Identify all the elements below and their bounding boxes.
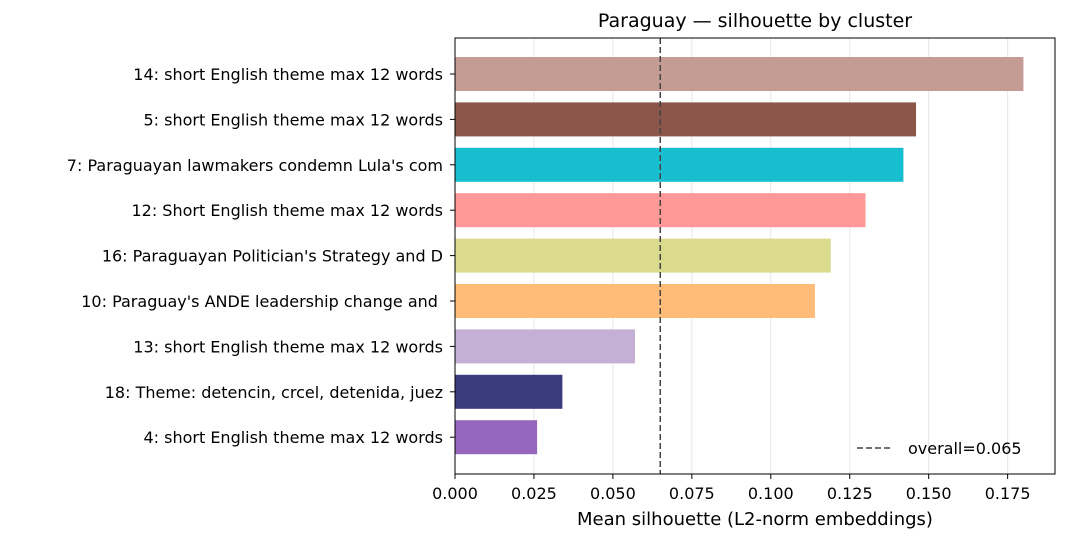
chart-title: Paraguay — silhouette by cluster [598, 10, 912, 32]
bars [455, 57, 1024, 455]
bar [455, 284, 815, 318]
y-axis-ticks: 14: short English theme max 12 words 5: s… [67, 65, 455, 447]
category-label: 7: Paraguayan lawmakers condemn Lula's c… [67, 156, 443, 175]
bar [455, 102, 917, 137]
bar [455, 147, 904, 182]
category-label: 16: Paraguayan Politician's Strategy and… [102, 247, 443, 266]
x-tick-label: 0.100 [748, 484, 794, 503]
category-label: 4: short English theme max 12 words [143, 428, 443, 447]
x-tick-label: 0.125 [827, 484, 873, 503]
x-tick-label: 0.050 [590, 484, 636, 503]
x-axis-ticks: 0.000 0.025 0.050 0.075 0.100 0.125 0.150 0.175 [432, 474, 1031, 503]
x-tick-label: 0.000 [432, 484, 478, 503]
bar [455, 57, 1024, 91]
x-tick-label: 0.175 [985, 484, 1031, 503]
bar [455, 374, 563, 409]
category-label: 13: short English theme max 12 words [133, 337, 443, 356]
category-label: 10: Paraguay's ANDE leadership change an… [81, 292, 443, 311]
category-label: 5: short English theme max 12 words [143, 110, 443, 129]
x-axis-title: Mean silhouette (L2-norm embeddings) [577, 509, 933, 530]
x-tick-label: 0.075 [669, 484, 715, 503]
bar [455, 420, 538, 455]
category-label: 12: Short English theme max 12 words [131, 201, 443, 220]
bar [455, 238, 831, 273]
category-label: 18: Theme: detencin, crcel, detenida, ju… [105, 383, 443, 402]
legend-label: overall=0.065 [908, 439, 1022, 458]
category-label: 14: short English theme max 12 words [133, 65, 443, 84]
legend: overall=0.065 [857, 439, 1022, 458]
bar [455, 329, 635, 364]
x-tick-label: 0.025 [511, 484, 557, 503]
x-tick-label: 0.150 [906, 484, 952, 503]
